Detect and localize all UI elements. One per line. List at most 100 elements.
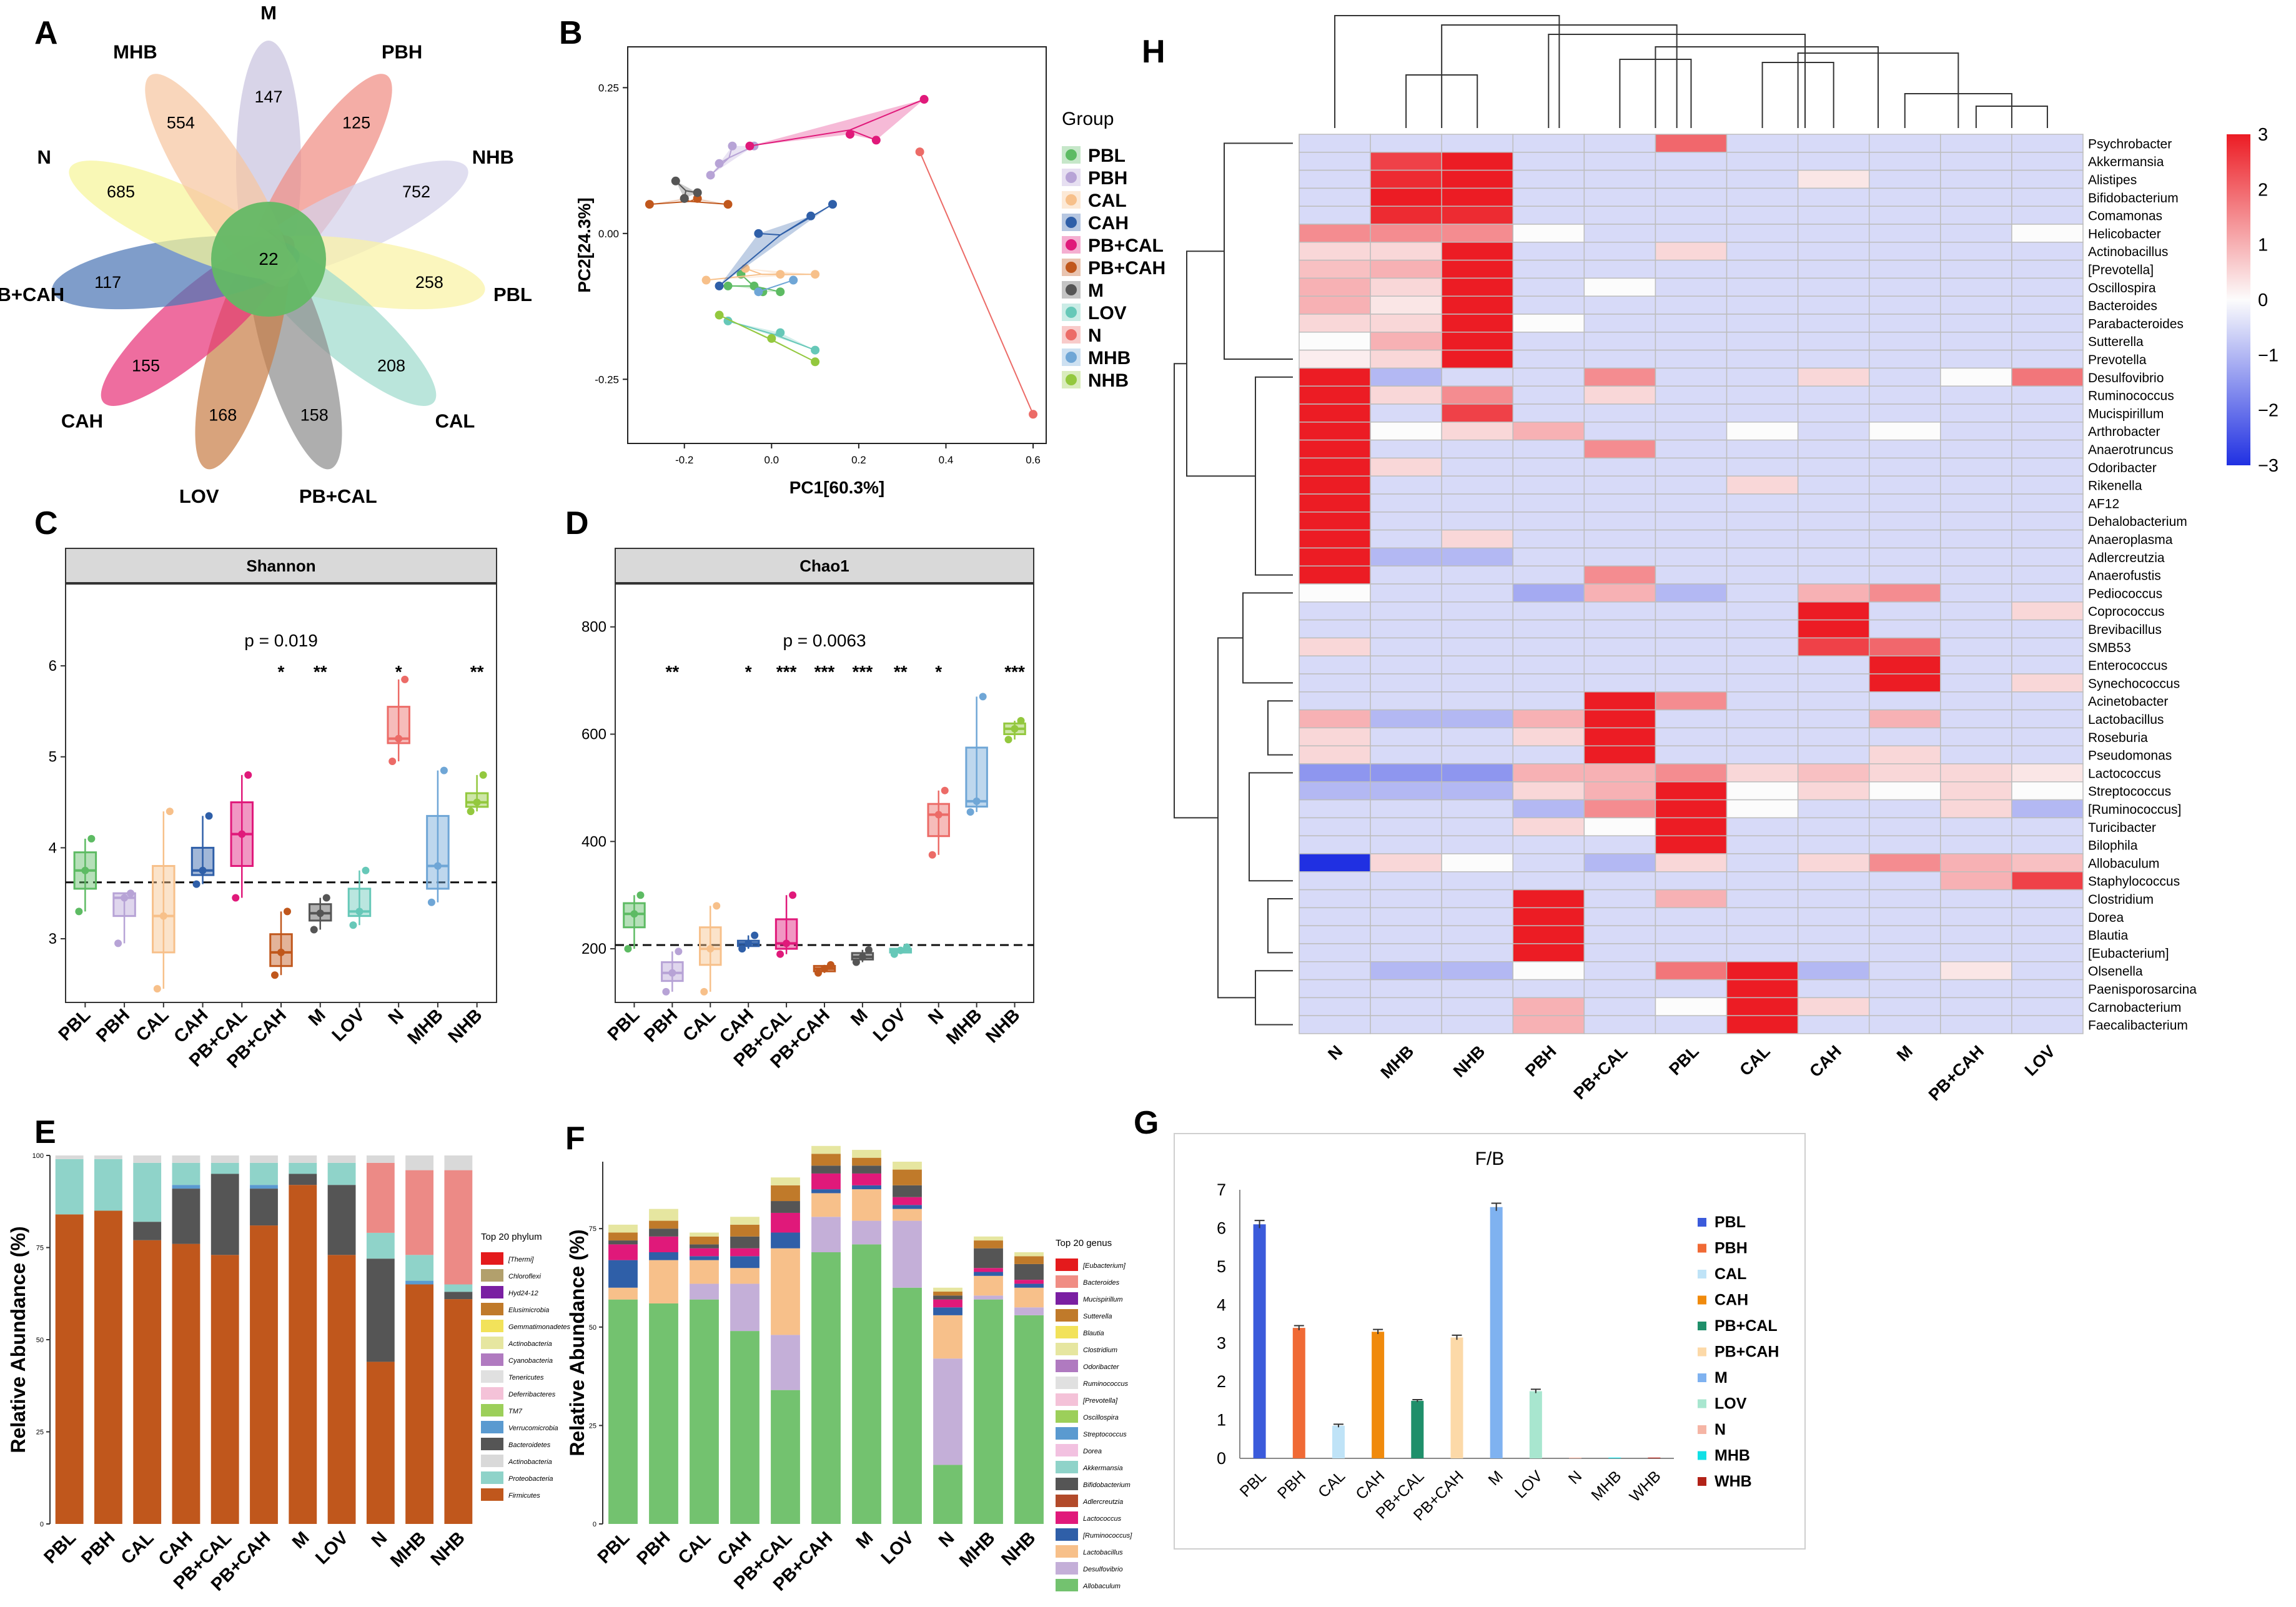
y-tick-label: 75: [589, 1225, 596, 1233]
legend-label-elusimicrobia: Elusimicrobia: [508, 1307, 549, 1314]
y-tick-label: 600: [581, 726, 606, 743]
heatmap-cell: [1441, 907, 1514, 926]
heatmap-cell: [1512, 799, 1585, 819]
bar-pbl: [1253, 1224, 1266, 1458]
heatmap-cell: [1299, 709, 1371, 729]
legend-label-cah: CAH: [1088, 213, 1129, 234]
point-n: [1029, 410, 1038, 419]
row-label-pseudomonas: Pseudomonas: [2088, 749, 2172, 763]
heatmap-cell: [1370, 314, 1442, 333]
heatmap-cell: [1940, 583, 2012, 603]
legend-label-actinobacteria: Actinobacteria: [508, 1340, 552, 1348]
venn-count-cal: 208: [377, 356, 405, 375]
heatmap-cell: [2011, 403, 2084, 423]
spider-line-n: [919, 151, 977, 284]
bar-segment-bacteroidetes: [210, 1174, 239, 1255]
sample-point-n: [395, 734, 403, 743]
heatmap-cell: [1512, 134, 1585, 153]
x-tick-label-pbl: PBL: [604, 1005, 644, 1045]
p-value-label: p = 0.0063: [783, 631, 866, 650]
heatmap-cell: [1940, 601, 2012, 621]
heatmap-cell: [2011, 691, 2084, 711]
heatmap-cell: [1726, 475, 1799, 495]
heatmap-cell: [1655, 439, 1728, 459]
x-tick-label-mhb: MHB: [943, 1005, 986, 1048]
legend-key-m: [1066, 284, 1077, 295]
heatmap-cell: [1655, 817, 1728, 836]
heatmap-cell: [1441, 277, 1514, 297]
heatmap-cell: [2011, 673, 2084, 693]
bar-segment-desulfovibrio: [811, 1217, 841, 1252]
x-tick-label: 0.0: [764, 454, 779, 466]
heatmap-cell: [1299, 242, 1371, 261]
facet-strip-label: Shannon: [246, 556, 315, 575]
col-label-lov: LOV: [2021, 1042, 2059, 1079]
x-tick-label-mhb: MHB: [956, 1528, 999, 1571]
row-label-prevotella: Prevotella: [2088, 353, 2147, 367]
heatmap-cell: [1441, 224, 1514, 243]
heatmap-cell: [1655, 565, 1728, 585]
sample-point-pb-plus-cal: [783, 939, 791, 947]
heatmap-cell: [1726, 224, 1799, 243]
heatmap-cell: [1583, 439, 1656, 459]
heatmap-cell: [1441, 349, 1514, 369]
heatmap-cell: [1940, 457, 2012, 477]
row-dendrogram-branch: [1255, 970, 1293, 1026]
legend-key-whb: [1698, 1477, 1706, 1486]
legend-label-pbl: PBL: [1715, 1214, 1746, 1231]
row-label-af12: AF12: [2088, 497, 2119, 511]
bar-segment-lactobacillus: [811, 1193, 841, 1217]
heatmap-cell: [1441, 727, 1514, 746]
heatmap-cell: [1797, 871, 1870, 891]
y-tick-label: 6: [49, 658, 57, 675]
color-scale-tick: −2: [2258, 401, 2279, 421]
col-label-cal: CAL: [1736, 1042, 1773, 1079]
heatmap-cell: [1583, 187, 1656, 207]
heatmap-cell: [1868, 943, 1941, 962]
heatmap-cell: [1868, 727, 1941, 746]
bar-cal: [1332, 1425, 1345, 1458]
facet-strip: [615, 548, 1034, 583]
venn-label-mhb: MHB: [113, 41, 157, 63]
row-label-carnobacterium: Carnobacterium: [2088, 1001, 2181, 1015]
bar-segment-other: [730, 1224, 760, 1237]
heatmap-cell: [1726, 403, 1799, 423]
venn-count-cah: 155: [132, 356, 160, 375]
bar-segment-firmicutes: [250, 1225, 278, 1524]
sample-point-pb-plus-cah: [827, 961, 834, 969]
heatmap-cell: [1441, 259, 1514, 279]
heatmap-cell: [1512, 727, 1585, 746]
color-scale-tick: −1: [2258, 345, 2279, 365]
x-tick-label-pbl: PBL: [55, 1005, 95, 1045]
group-hull-pb-plus-cah: [649, 198, 728, 205]
legend-label-tm7: TM7: [508, 1408, 523, 1415]
legend-label-deferribacteres: Deferribacteres: [508, 1391, 556, 1398]
bar-segment-top: [893, 1162, 922, 1170]
heatmap-cell: [1797, 422, 1870, 441]
heatmap-cell: [1299, 727, 1371, 746]
panel-b-pcoa: B -0.2 0.0 0.2 0.4 0.6 0.25 0.00 -0.25 PC1[60.3%]…: [559, 15, 1165, 497]
point-nhb: [715, 310, 724, 320]
heatmap-cell: [1441, 529, 1514, 549]
heatmap-cell: [1512, 691, 1585, 711]
bar-pb-plus-cal: [1411, 1400, 1424, 1458]
col-label-pbl: PBL: [1665, 1042, 1702, 1079]
heatmap-cell: [1299, 835, 1371, 854]
bar-segment-ruminococcus: [893, 1205, 922, 1209]
heatmap-cell: [1370, 493, 1442, 513]
legend-label-pb-plus-cal: PB+CAL: [1715, 1317, 1778, 1335]
heatmap-cell: [1441, 745, 1514, 764]
x-tick-label-n: N: [385, 1005, 408, 1028]
heatmap-cell: [1797, 349, 1870, 369]
legend-label-gemmatimonadetes: Gemmatimonadetes: [508, 1323, 571, 1331]
heatmap-cell: [1655, 853, 1728, 873]
heatmap-cell: [1370, 925, 1442, 944]
heatmap-cell: [1726, 871, 1799, 891]
venn-count-nhb: 752: [402, 182, 430, 201]
heatmap-cell: [1726, 943, 1799, 962]
heatmap-cell: [1655, 332, 1728, 351]
heatmap-cell: [1726, 242, 1799, 261]
bar-pb-plus-cah: [1450, 1337, 1463, 1458]
